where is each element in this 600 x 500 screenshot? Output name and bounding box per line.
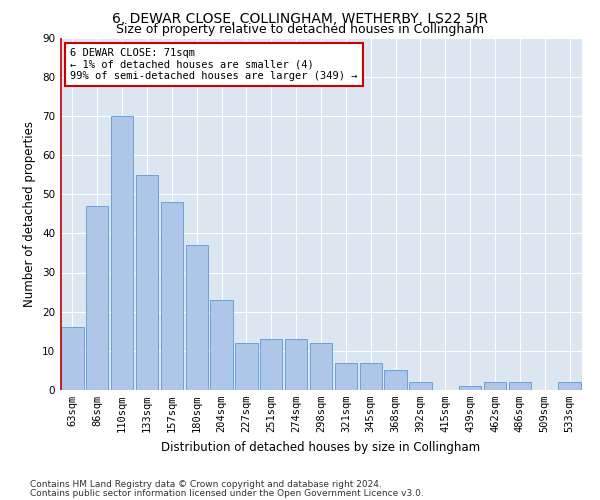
- Bar: [484, 382, 506, 390]
- Bar: [559, 382, 581, 390]
- Text: 6 DEWAR CLOSE: 71sqm
← 1% of detached houses are smaller (4)
99% of semi-detache: 6 DEWAR CLOSE: 71sqm ← 1% of detached ho…: [70, 48, 358, 82]
- X-axis label: Distribution of detached houses by size in Collingham: Distribution of detached houses by size …: [161, 440, 481, 454]
- Bar: [409, 382, 431, 390]
- Bar: [161, 202, 183, 390]
- Bar: [385, 370, 407, 390]
- Bar: [185, 245, 208, 390]
- Bar: [359, 362, 382, 390]
- Bar: [86, 206, 109, 390]
- Text: 6, DEWAR CLOSE, COLLINGHAM, WETHERBY, LS22 5JR: 6, DEWAR CLOSE, COLLINGHAM, WETHERBY, LS…: [112, 12, 488, 26]
- Bar: [136, 174, 158, 390]
- Text: Contains public sector information licensed under the Open Government Licence v3: Contains public sector information licen…: [30, 488, 424, 498]
- Bar: [310, 343, 332, 390]
- Bar: [509, 382, 531, 390]
- Text: Contains HM Land Registry data © Crown copyright and database right 2024.: Contains HM Land Registry data © Crown c…: [30, 480, 382, 489]
- Bar: [61, 328, 83, 390]
- Bar: [111, 116, 133, 390]
- Bar: [235, 343, 257, 390]
- Bar: [285, 339, 307, 390]
- Text: Size of property relative to detached houses in Collingham: Size of property relative to detached ho…: [116, 22, 484, 36]
- Bar: [335, 362, 357, 390]
- Bar: [211, 300, 233, 390]
- Bar: [260, 339, 283, 390]
- Y-axis label: Number of detached properties: Number of detached properties: [23, 120, 37, 306]
- Bar: [459, 386, 481, 390]
